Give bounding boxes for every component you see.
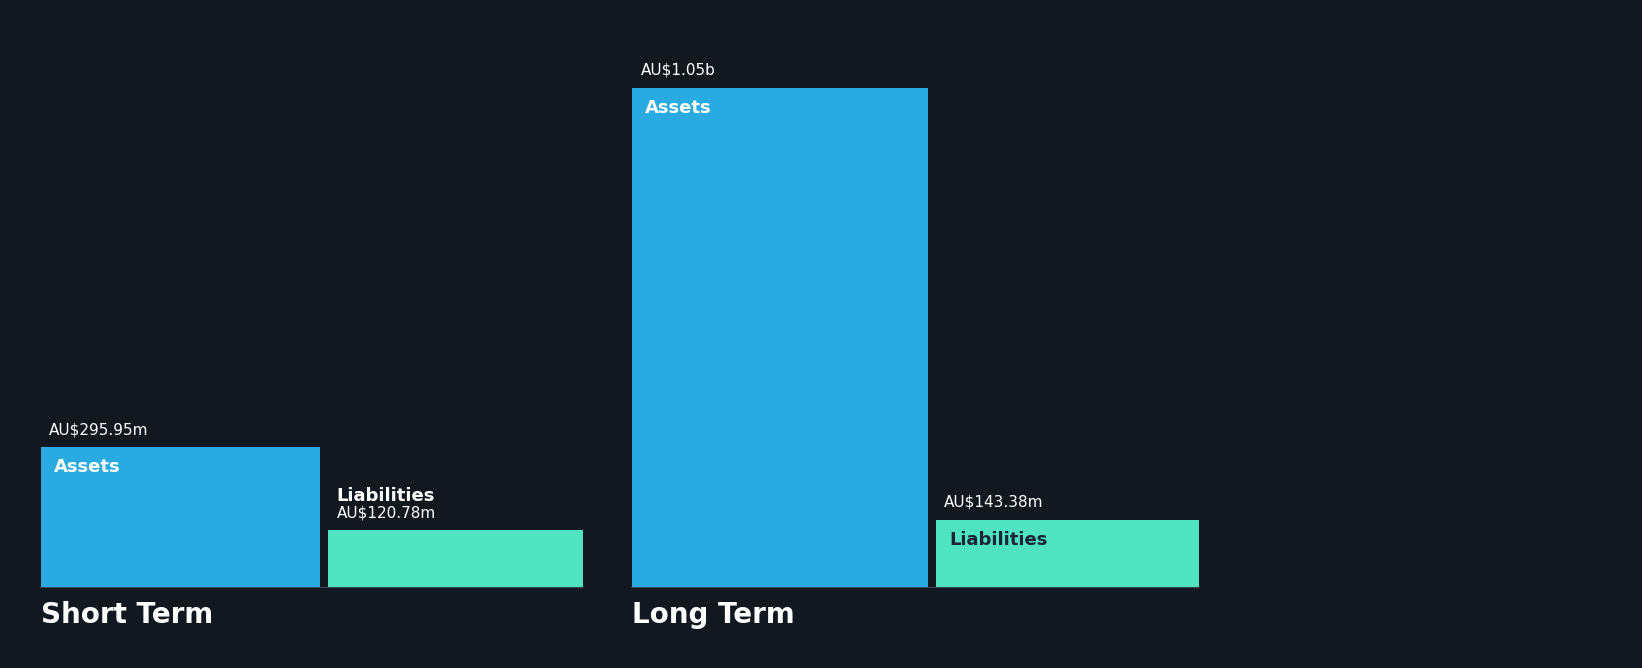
Text: Long Term: Long Term <box>632 601 795 629</box>
Text: Liabilities: Liabilities <box>949 530 1048 548</box>
Text: AU$295.95m: AU$295.95m <box>49 422 149 437</box>
Bar <box>328 530 583 588</box>
Bar <box>632 88 928 588</box>
Text: Short Term: Short Term <box>41 601 213 629</box>
Text: AU$143.38m: AU$143.38m <box>944 495 1044 510</box>
Text: AU$120.78m: AU$120.78m <box>337 506 435 520</box>
Text: Liabilities: Liabilities <box>337 487 435 505</box>
Bar <box>41 447 320 588</box>
Text: Assets: Assets <box>645 99 713 117</box>
Bar <box>936 520 1199 588</box>
Text: Assets: Assets <box>54 458 122 476</box>
Text: AU$1.05b: AU$1.05b <box>640 63 716 78</box>
